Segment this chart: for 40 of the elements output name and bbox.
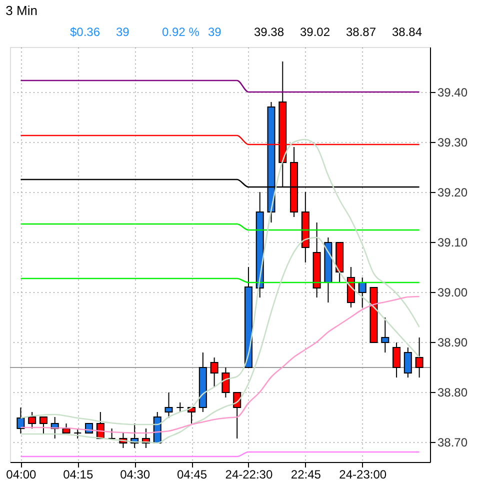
candlestick [358,277,366,308]
candlestick [74,428,82,439]
x-tick-label: 22:45 [290,468,322,482]
y-tick-label: 38.90 [438,336,468,350]
y-tick-label: 39.10 [438,236,468,250]
y-tick-label: 38.70 [438,436,468,450]
candlestick [164,392,173,418]
x-tick-label: 04:45 [177,468,208,482]
candlestick [28,412,36,429]
text: 38.87 [346,25,376,39]
text: 39 [208,25,222,39]
chart-title: 3 Min [6,3,38,18]
candlestick [415,337,424,378]
x-tick-label: 24-23:00 [339,468,387,482]
y-tick-label: 39.30 [438,136,468,150]
candlestick [233,392,242,439]
x-tick-label: 04:00 [6,468,37,482]
candlestick [16,407,25,434]
text: 38.84 [392,25,422,39]
text: 39.38 [254,25,284,39]
candlestick [108,428,116,439]
candlestick [392,342,401,378]
candlestick [210,357,218,388]
y-tick-label: 39.40 [438,86,468,100]
candlestick [404,347,412,378]
text: $0.36 [70,25,100,39]
text: 39.02 [300,25,330,39]
candlestick [39,416,48,434]
candlestick [381,317,390,353]
text: 39 [116,25,130,39]
x-tick-label: 04:30 [120,468,150,482]
candlestick [222,367,230,398]
x-tick-label: 24-22:30 [225,468,273,482]
y-tick-label: 39.00 [438,286,468,300]
x-tick-label: 04:15 [63,468,94,482]
y-tick-label: 38.80 [438,386,468,400]
text: 0.92 % [162,25,200,39]
candlestick [62,423,70,434]
y-tick-label: 39.20 [438,186,468,200]
candlestick [176,402,184,412]
